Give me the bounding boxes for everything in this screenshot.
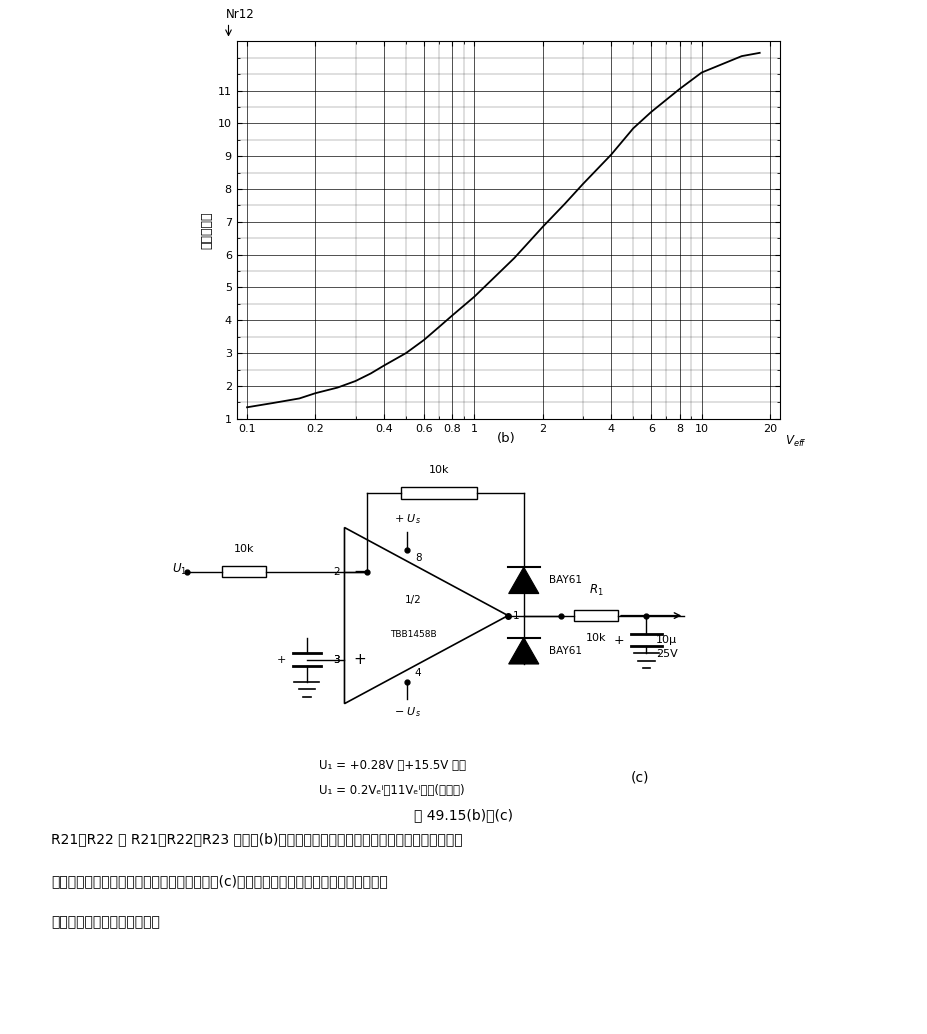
Text: R21／R22 或 R21／R22／R23 等。图(b)示出发光带同输入电压的关系曲线。如果要想在显: R21／R22 或 R21／R22／R23 等。图(b)示出发光带同输入电压的关… [51, 832, 463, 847]
Text: $R_1$: $R_1$ [588, 583, 603, 598]
Text: + $U_s$: + $U_s$ [394, 512, 420, 525]
Text: (c): (c) [630, 771, 649, 785]
Text: 10k: 10k [234, 544, 254, 554]
Bar [574, 610, 617, 621]
Text: 3: 3 [333, 655, 339, 665]
Text: Nr12: Nr12 [225, 7, 254, 21]
Bar [222, 566, 265, 577]
Text: 10k: 10k [428, 465, 449, 476]
Text: U₁ = 0.2Vₑⁱ－11Vₑⁱ交流(有效値): U₁ = 0.2Vₑⁱ－11Vₑⁱ交流(有效値) [319, 784, 464, 797]
Text: 4: 4 [414, 668, 421, 678]
Text: 1/2: 1/2 [405, 595, 422, 605]
Text: 1: 1 [513, 610, 519, 620]
Text: 10k: 10k [585, 633, 605, 643]
Text: BAY61: BAY61 [549, 646, 581, 656]
Polygon shape [508, 567, 539, 594]
Text: 8: 8 [414, 552, 421, 562]
Text: (b): (b) [496, 431, 514, 445]
Text: +: + [613, 634, 624, 646]
Y-axis label: 发光时尺山: 发光时尺山 [200, 211, 213, 249]
Text: − $U_s$: − $U_s$ [394, 705, 420, 720]
Text: TBB1458B: TBB1458B [390, 630, 437, 639]
Text: +: + [277, 655, 286, 665]
Text: 2: 2 [333, 567, 339, 577]
Polygon shape [344, 527, 507, 704]
Text: BAY61: BAY61 [549, 575, 581, 585]
Text: 图 49.15(b)、(c): 图 49.15(b)、(c) [414, 808, 513, 822]
Text: +: + [353, 652, 366, 667]
Text: $V_{eff}$: $V_{eff}$ [784, 434, 806, 449]
Text: 3: 3 [333, 655, 339, 665]
Text: U₁ = +0.28V ～+15.5V 直流: U₁ = +0.28V ～+15.5V 直流 [319, 759, 466, 771]
Text: 25V: 25V [655, 649, 677, 659]
Text: $U_1$: $U_1$ [172, 562, 187, 577]
Bar [400, 487, 476, 498]
Text: −: − [353, 564, 366, 579]
Polygon shape [508, 638, 539, 664]
Text: 者包括有半波峰値整流电路。: 者包括有半波峰値整流电路。 [51, 915, 159, 930]
Text: 示交流电压之外再显示出直流电压，则应按图(c)前接一个反相输入的运算放大器电路。后: 示交流电压之外再显示出直流电压，则应按图(c)前接一个反相输入的运算放大器电路。… [51, 874, 387, 888]
Text: 10μ: 10μ [655, 635, 676, 645]
